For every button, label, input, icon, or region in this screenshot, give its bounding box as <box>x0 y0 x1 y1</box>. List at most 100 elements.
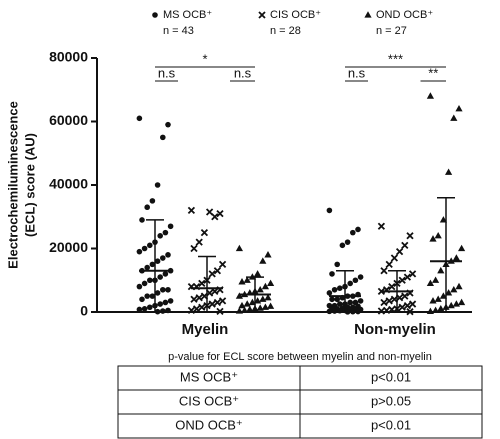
data-point <box>141 280 148 287</box>
y-tick-label: 80000 <box>49 49 88 65</box>
table-cell: p<0.01 <box>371 417 411 432</box>
data-point <box>261 282 269 290</box>
data-point <box>355 226 361 233</box>
data-point <box>165 252 171 258</box>
data-point <box>187 206 196 215</box>
data-point <box>259 295 267 302</box>
data-point <box>380 298 388 307</box>
data-point <box>213 298 222 307</box>
data-point <box>352 277 359 284</box>
data-point <box>254 297 262 304</box>
data-point <box>350 229 356 236</box>
data-point <box>136 283 143 290</box>
data-point <box>149 293 156 299</box>
data-point <box>267 302 275 309</box>
data-point <box>447 301 455 309</box>
data-point <box>357 274 364 280</box>
data-point <box>377 222 386 230</box>
data-point <box>144 264 150 271</box>
data-point <box>162 299 169 306</box>
data-point <box>141 245 148 252</box>
data-point <box>450 285 458 293</box>
data-point <box>458 298 466 306</box>
data-point <box>218 260 227 269</box>
y-axis-label: Electrochemiluminescence <box>5 101 20 269</box>
table-title: p-value for ECL score between myelin and… <box>168 351 432 363</box>
data-point <box>144 204 150 211</box>
data-point <box>390 254 399 262</box>
category-label: Non-myelin <box>354 321 436 338</box>
y-tick-label: 0 <box>80 303 88 319</box>
data-point <box>149 261 156 268</box>
table-cell: p>0.05 <box>371 393 411 408</box>
table-cell: OND OCB⁺ <box>175 417 243 432</box>
data-point <box>398 276 406 284</box>
data-point <box>162 271 169 277</box>
significance-label: n.s <box>158 65 176 80</box>
data-point <box>165 286 171 293</box>
data-point <box>403 302 412 310</box>
data-point <box>261 303 269 310</box>
data-point <box>144 293 150 299</box>
table-cell: MS OCB⁺ <box>180 369 238 384</box>
y-tick-label: 40000 <box>49 176 88 192</box>
data-point <box>139 296 145 303</box>
data-point <box>426 279 434 287</box>
data-point <box>157 301 163 307</box>
data-point <box>408 300 417 308</box>
legend-n: n = 27 <box>376 25 407 37</box>
data-point <box>337 301 343 307</box>
significance-label: n.s <box>234 65 252 80</box>
data-point <box>160 286 166 293</box>
data-point <box>160 308 166 314</box>
data-point <box>157 274 163 280</box>
data-point <box>450 114 458 121</box>
data-point <box>147 277 153 284</box>
data-point <box>211 287 219 295</box>
data-point <box>437 305 445 312</box>
data-point <box>154 258 161 265</box>
data-point <box>334 296 341 303</box>
data-point <box>429 297 437 304</box>
data-point <box>235 244 243 252</box>
data-point <box>439 216 447 223</box>
data-point <box>326 207 333 214</box>
data-point <box>385 260 393 269</box>
data-point <box>329 296 335 303</box>
data-point <box>388 305 396 314</box>
data-point <box>445 289 453 296</box>
data-point <box>429 235 437 242</box>
data-point <box>347 280 354 287</box>
data-point <box>445 168 453 175</box>
data-point <box>434 232 442 239</box>
data-point <box>455 105 463 112</box>
data-point <box>432 306 440 314</box>
data-point <box>331 286 338 293</box>
data-point <box>334 261 341 268</box>
data-point <box>149 198 156 204</box>
data-point <box>355 308 361 315</box>
data-point <box>162 229 169 236</box>
data-point <box>264 251 272 258</box>
data-point <box>216 209 224 218</box>
data-point <box>339 242 346 249</box>
data-point <box>136 115 143 122</box>
data-point <box>213 267 222 275</box>
data-point <box>408 270 417 278</box>
data-point <box>167 223 174 230</box>
data-point <box>350 308 356 315</box>
data-point <box>241 306 249 314</box>
category-label: Myelin <box>182 321 229 338</box>
data-point <box>141 306 148 312</box>
legend-label: CIS OCB⁺ <box>270 9 321 21</box>
data-point <box>254 270 262 277</box>
data-point <box>208 270 216 278</box>
data-point <box>337 285 343 291</box>
significance-label: n.s <box>348 65 366 80</box>
data-point <box>154 290 161 296</box>
data-point <box>165 121 171 128</box>
data-point <box>439 292 447 299</box>
legend-marker <box>152 12 158 18</box>
data-point <box>248 298 256 306</box>
